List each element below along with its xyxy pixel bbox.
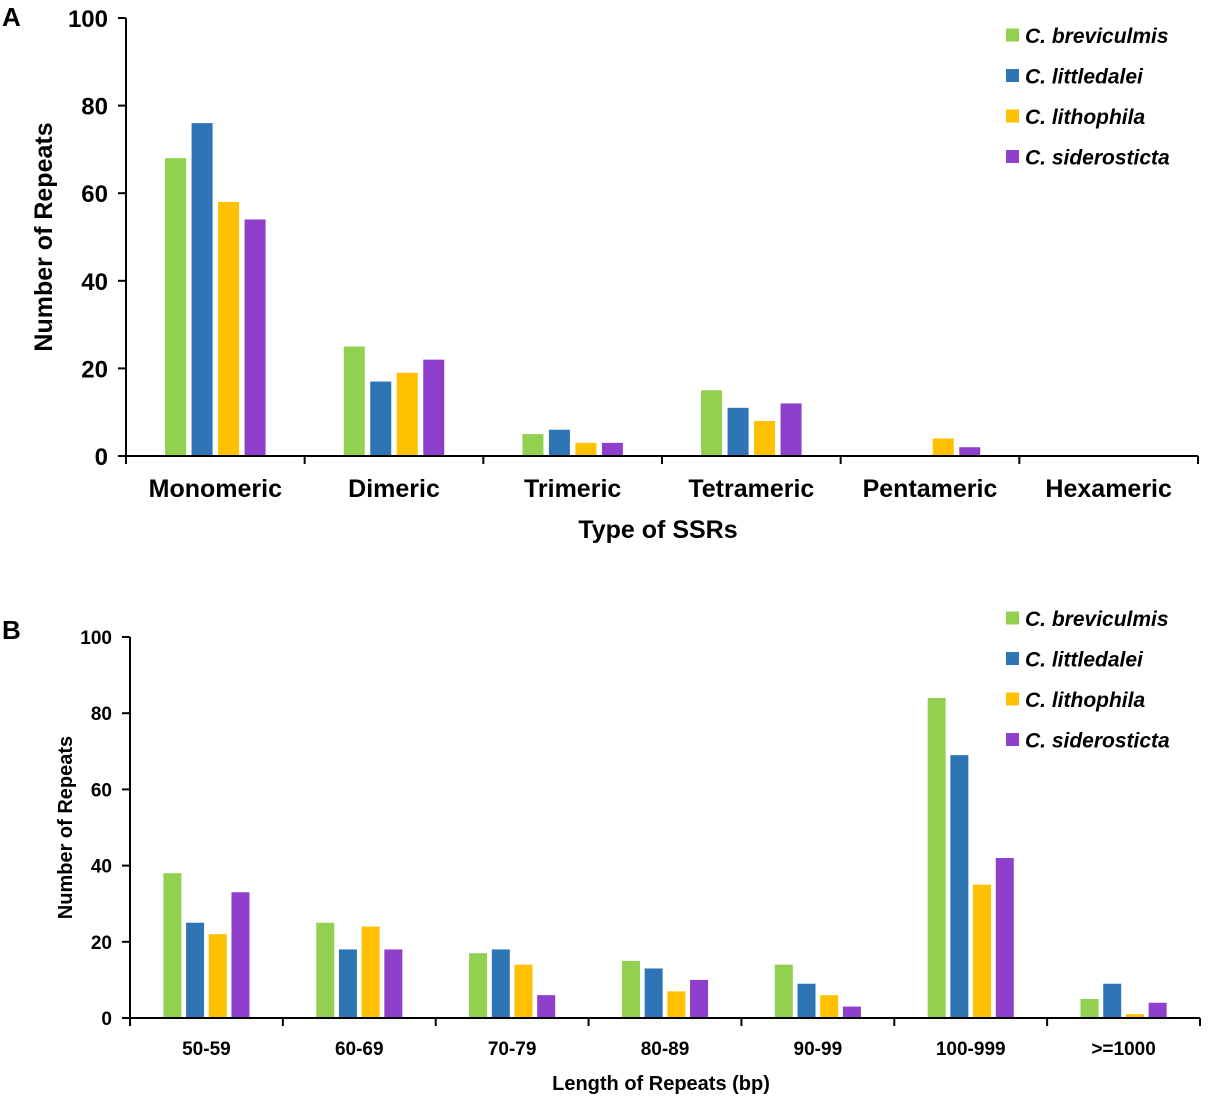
- y-tick-label: 20: [91, 933, 112, 954]
- bar: [701, 390, 723, 456]
- legend-label: C. siderosticta: [1025, 147, 1170, 170]
- bar: [932, 438, 954, 456]
- bar: [1080, 998, 1099, 1018]
- bar: [667, 991, 686, 1018]
- legend-swatch: [1006, 652, 1019, 665]
- bar: [514, 964, 533, 1018]
- bar: [218, 201, 240, 456]
- x-tick-label: Monomeric: [149, 475, 282, 503]
- bar: [774, 964, 793, 1018]
- legend-label: C. lithophila: [1025, 106, 1145, 129]
- x-axis-title: Length of Repeats (bp): [552, 1073, 770, 1095]
- legend-label: C. lithophila: [1025, 689, 1145, 712]
- bar: [396, 372, 418, 456]
- bar: [244, 219, 266, 456]
- legend: C. breviculmis C. littledalei C. lithophil…: [1006, 608, 1170, 753]
- bar: [601, 442, 623, 456]
- legend-label: C. littledalei: [1025, 649, 1144, 672]
- y-axis-title: Number of Repeats: [55, 736, 77, 919]
- legend-swatch: [1006, 28, 1019, 42]
- legend-label: C. siderosticta: [1025, 730, 1170, 753]
- y-tick-label: 80: [91, 704, 112, 725]
- bar: [950, 755, 969, 1018]
- x-tick-label: Dimeric: [348, 475, 440, 503]
- x-tick-label: 70-79: [488, 1039, 537, 1060]
- y-tick-label: 40: [91, 857, 112, 878]
- bar: [621, 960, 640, 1018]
- x-tick-label: Tetrameric: [688, 475, 814, 503]
- x-tick-label: 90-99: [794, 1039, 843, 1060]
- bar: [1125, 1014, 1144, 1018]
- bar: [186, 922, 205, 1018]
- bar: [973, 884, 992, 1018]
- bar: [469, 953, 488, 1018]
- bar: [727, 407, 749, 456]
- x-tick-label: 50-59: [182, 1039, 231, 1060]
- bar: [548, 429, 570, 456]
- bar: [927, 697, 946, 1018]
- legend-swatch: [1006, 733, 1019, 746]
- x-axis-title: Type of SSRs: [578, 516, 737, 544]
- bar: [995, 857, 1014, 1018]
- y-axis-title: Number of Repeats: [30, 122, 58, 351]
- bar: [780, 403, 802, 456]
- bar: [231, 892, 250, 1018]
- panel-label: B: [2, 615, 21, 645]
- x-tick-label: 100-999: [936, 1039, 1006, 1060]
- bar: [690, 979, 709, 1018]
- bar: [165, 158, 187, 456]
- bar: [384, 949, 403, 1018]
- legend-swatch: [1006, 150, 1019, 163]
- bar: [575, 442, 597, 456]
- bar: [820, 995, 839, 1018]
- bar: [522, 434, 544, 456]
- bar: [191, 123, 213, 457]
- legend: C. breviculmis C. littledalei C. lithophil…: [1006, 25, 1170, 170]
- bar: [754, 420, 776, 456]
- bar: [644, 968, 663, 1018]
- bar: [423, 359, 445, 456]
- x-tick-label: Hexameric: [1045, 475, 1172, 503]
- y-tick-label: 40: [81, 269, 108, 296]
- x-tick-label: >=1000: [1091, 1039, 1155, 1060]
- bar: [163, 873, 182, 1018]
- y-tick-label: 20: [81, 356, 108, 383]
- x-tick-label: Pentameric: [863, 475, 998, 503]
- bar: [343, 346, 365, 456]
- panel-b: B 0 20 40 60 80 100 50-59 60-69 70-79 80-89 90-99 10…: [2, 608, 1201, 1095]
- y-tick-label: 100: [68, 6, 108, 33]
- legend-swatch: [1006, 692, 1019, 706]
- y-tick-label: 80: [81, 94, 108, 121]
- bar: [1148, 1002, 1167, 1018]
- bar: [316, 922, 335, 1018]
- bar: [491, 949, 510, 1018]
- y-tick-label: 60: [81, 181, 108, 208]
- panel-label: A: [2, 2, 21, 32]
- y-tick-label: 60: [91, 780, 112, 801]
- legend-label: C. littledalei: [1025, 66, 1144, 89]
- bar: [959, 447, 981, 456]
- legend-swatch: [1006, 69, 1019, 82]
- bar: [1103, 983, 1122, 1018]
- x-tick-label: 60-69: [335, 1039, 384, 1060]
- bar: [361, 926, 380, 1018]
- bar: [338, 949, 357, 1018]
- legend-label: C. breviculmis: [1025, 25, 1169, 48]
- legend-swatch: [1006, 611, 1019, 625]
- y-tick-label: 0: [101, 1009, 112, 1030]
- bar: [842, 1006, 861, 1018]
- y-tick-label: 100: [80, 628, 112, 649]
- x-tick-label: Trimeric: [524, 475, 621, 503]
- y-tick-label: 0: [95, 444, 108, 471]
- legend-label: C. breviculmis: [1025, 608, 1169, 631]
- bar: [537, 995, 556, 1018]
- legend-swatch: [1006, 109, 1019, 123]
- bar: [370, 381, 392, 456]
- panel-a: A 0 20 40 60 80 100 Monomeric Dimeric Trimeric Tet…: [2, 2, 1199, 544]
- x-tick-label: 80-89: [641, 1039, 690, 1060]
- bar: [208, 934, 227, 1018]
- bar: [797, 983, 816, 1018]
